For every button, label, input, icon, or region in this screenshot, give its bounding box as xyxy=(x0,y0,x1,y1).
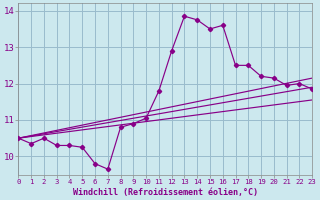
X-axis label: Windchill (Refroidissement éolien,°C): Windchill (Refroidissement éolien,°C) xyxy=(73,188,258,197)
